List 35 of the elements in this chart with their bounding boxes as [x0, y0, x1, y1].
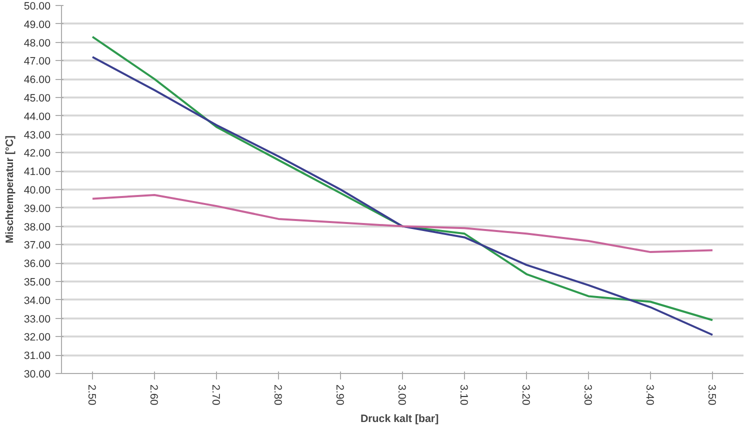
y-tick-label: 32.00 [24, 332, 51, 344]
x-tick-label: 3.40 [644, 384, 656, 406]
y-tick-label: 38.00 [24, 221, 51, 234]
y-tick-label: 48.00 [24, 37, 51, 50]
y-tick-label: 40.00 [24, 184, 51, 196]
y-tick-label: 46.00 [24, 74, 51, 86]
x-tick-label: 2.70 [210, 384, 222, 406]
y-tick-label: 36.00 [24, 258, 51, 270]
y-tick-label: 42.00 [24, 148, 51, 160]
y-tick-label: 47.00 [24, 56, 51, 68]
y-tick-label: 45.00 [24, 92, 51, 104]
y-tick-label: 41.00 [24, 166, 51, 178]
x-tick-label: 2.80 [272, 384, 284, 406]
x-tick-label: 2.90 [334, 384, 346, 406]
y-tick-label: 35.00 [24, 276, 51, 288]
y-tick-label: 33.00 [24, 313, 51, 326]
x-tick-label: 3.30 [582, 384, 594, 406]
y-tick-label: 31.00 [24, 350, 51, 362]
x-tick-label: 3.10 [458, 384, 470, 406]
y-axis-title: Mischtemperatur [°C] [4, 136, 16, 244]
y-tick-label: 39.00 [24, 202, 51, 215]
line-series [92, 194, 714, 254]
x-axis-title: Druck kalt [bar] [360, 413, 439, 426]
y-tick-label: 44.00 [24, 110, 51, 123]
x-tick-label: 2.60 [148, 384, 160, 406]
x-tick-label: 3.20 [520, 384, 532, 406]
y-tick-label: 37.00 [24, 240, 51, 252]
y-tick-label: 34.00 [24, 294, 51, 307]
x-tick-label: 3.00 [396, 384, 408, 406]
x-tick-label: 2.50 [86, 384, 98, 406]
y-tick-label: 49.00 [24, 18, 51, 31]
y-tick-label: 43.00 [24, 129, 51, 142]
x-tick-label: 3.50 [706, 384, 718, 406]
y-tick-label: 50.00 [24, 0, 51, 12]
y-tick-label: 30.00 [24, 368, 51, 380]
